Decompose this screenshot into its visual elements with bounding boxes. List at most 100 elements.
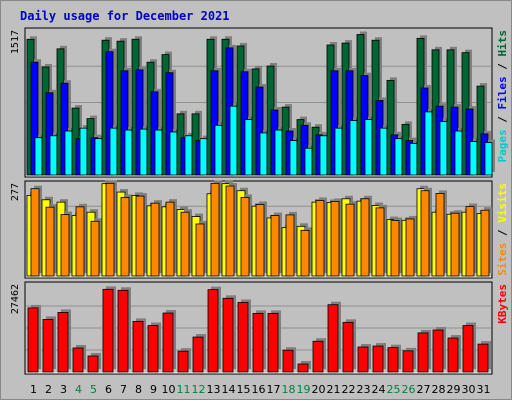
bar-kbytes-day-20 [312,338,326,373]
bar-sites-day-5 [90,218,102,277]
bar-sites-day-26 [405,215,417,277]
bar-fill [420,190,430,277]
x-tick-label: 1 [30,383,37,396]
x-tick-label: 27 [417,383,431,396]
bar-fill [417,332,429,373]
bar-kbytes-day-1 [27,304,41,373]
bar-fill [240,197,250,277]
bar-kbytes-day-11 [177,348,191,373]
bar-kbytes-day-26 [402,347,416,373]
bar-fill [147,325,159,373]
bar-kbytes-day-23 [357,344,371,373]
bar-fill [244,119,253,176]
bar-files-day-21 [330,67,341,176]
bar-fill [259,132,268,176]
bar-fill [270,215,280,277]
x-tick-label: 29 [447,383,461,396]
bar-fill [177,350,189,373]
bar-fill [447,337,459,373]
x-tick-label: 10 [162,383,176,396]
bar-kbytes-day-25 [387,344,401,373]
bar-sites-day-12 [195,220,207,277]
bar-fill [57,311,69,373]
bar-fill [214,124,223,176]
bar-kbytes-day-21 [327,301,341,373]
bar-kbytes-day-13 [207,286,221,373]
bar-kbytes-day-15 [237,299,251,373]
bar-sites-day-19 [300,227,312,277]
x-tick-label: 20 [312,383,326,396]
bar-fill [222,297,234,373]
bar-fill [285,214,295,277]
bar-fill [105,51,114,176]
bar-fill [330,70,339,176]
x-tick-label: 15 [237,383,251,396]
bar-fill [165,72,174,176]
bar-fill [27,307,39,373]
bar-kbytes-day-14 [222,295,236,373]
bar-fill [297,363,309,373]
bar-fill [432,329,444,373]
bar-fill [386,79,395,176]
panel-sites-visits: 277 Sites / Visits [10,180,509,279]
x-tick-label: 23 [357,383,371,396]
bar-kbytes-day-9 [147,322,161,373]
bar-sites-day-29 [450,210,462,277]
bar-fill [345,203,355,277]
bar-fill [60,214,70,277]
bar-sites-day-10 [165,199,177,277]
bar-fill [120,70,129,176]
bar-fill [476,85,485,176]
bar-fill [180,211,190,277]
panel-pages-files-hits: 1517 Pages / Files / Hits [10,27,509,178]
x-tick-label: 3 [60,383,67,396]
bar-kbytes-day-28 [432,327,446,373]
bar-fill [87,355,99,373]
bar-kbytes-day-19 [297,360,311,373]
bar-sites-day-17 [270,212,282,277]
x-tick-label: 26 [402,383,416,396]
bar-hits-day-25 [386,77,397,176]
bar-kbytes-day-4 [72,344,86,373]
x-tick-label: 2 [45,383,52,396]
bar-files-day-8 [135,66,146,176]
chart-title: Daily usage for December 2021 [20,9,230,23]
x-tick-label: 6 [105,383,112,396]
bar-fill [477,343,489,373]
bar-sites-day-25 [390,217,402,277]
legend-label: Pages / Files / Hits [496,30,509,163]
bar-fill [379,127,388,176]
legend-segment: / [496,223,509,243]
bar-fill [150,202,160,277]
panel-kbytes: 27462 KBytes [10,281,509,375]
y-max-label: 27462 [10,284,21,314]
bar-kbytes-day-24 [372,343,386,373]
bar-sites-day-4 [75,203,87,277]
legend-label: KBytes [496,284,509,324]
bar-sites-day-27 [420,187,432,277]
x-tick-label: 12 [192,383,206,396]
bar-kbytes-day-29 [447,335,461,373]
x-tick-label: 14 [222,383,236,396]
bar-fill [274,129,283,176]
bar-kbytes-day-18 [282,347,296,373]
bar-fill [169,131,178,176]
bar-fill [409,143,418,176]
bar-fill [424,111,433,176]
bar-fill [252,312,264,373]
bar-sites-day-7 [120,194,132,277]
x-tick-label: 7 [120,383,127,396]
chart-panels: 1517 Pages / Files / Hits 277 Sites / Visit… [10,27,509,375]
x-tick-label: 9 [150,383,157,396]
bar-fill [75,206,85,277]
bar-fill [267,312,279,373]
bar-fill [135,69,144,176]
bar-fill [390,220,400,277]
x-tick-label: 4 [75,383,82,396]
bar-fill [192,336,204,373]
bar-sites-day-24 [375,204,387,277]
x-tick-label: 13 [207,383,221,396]
legend-segment: / [496,110,509,130]
bar-fill [154,129,163,176]
